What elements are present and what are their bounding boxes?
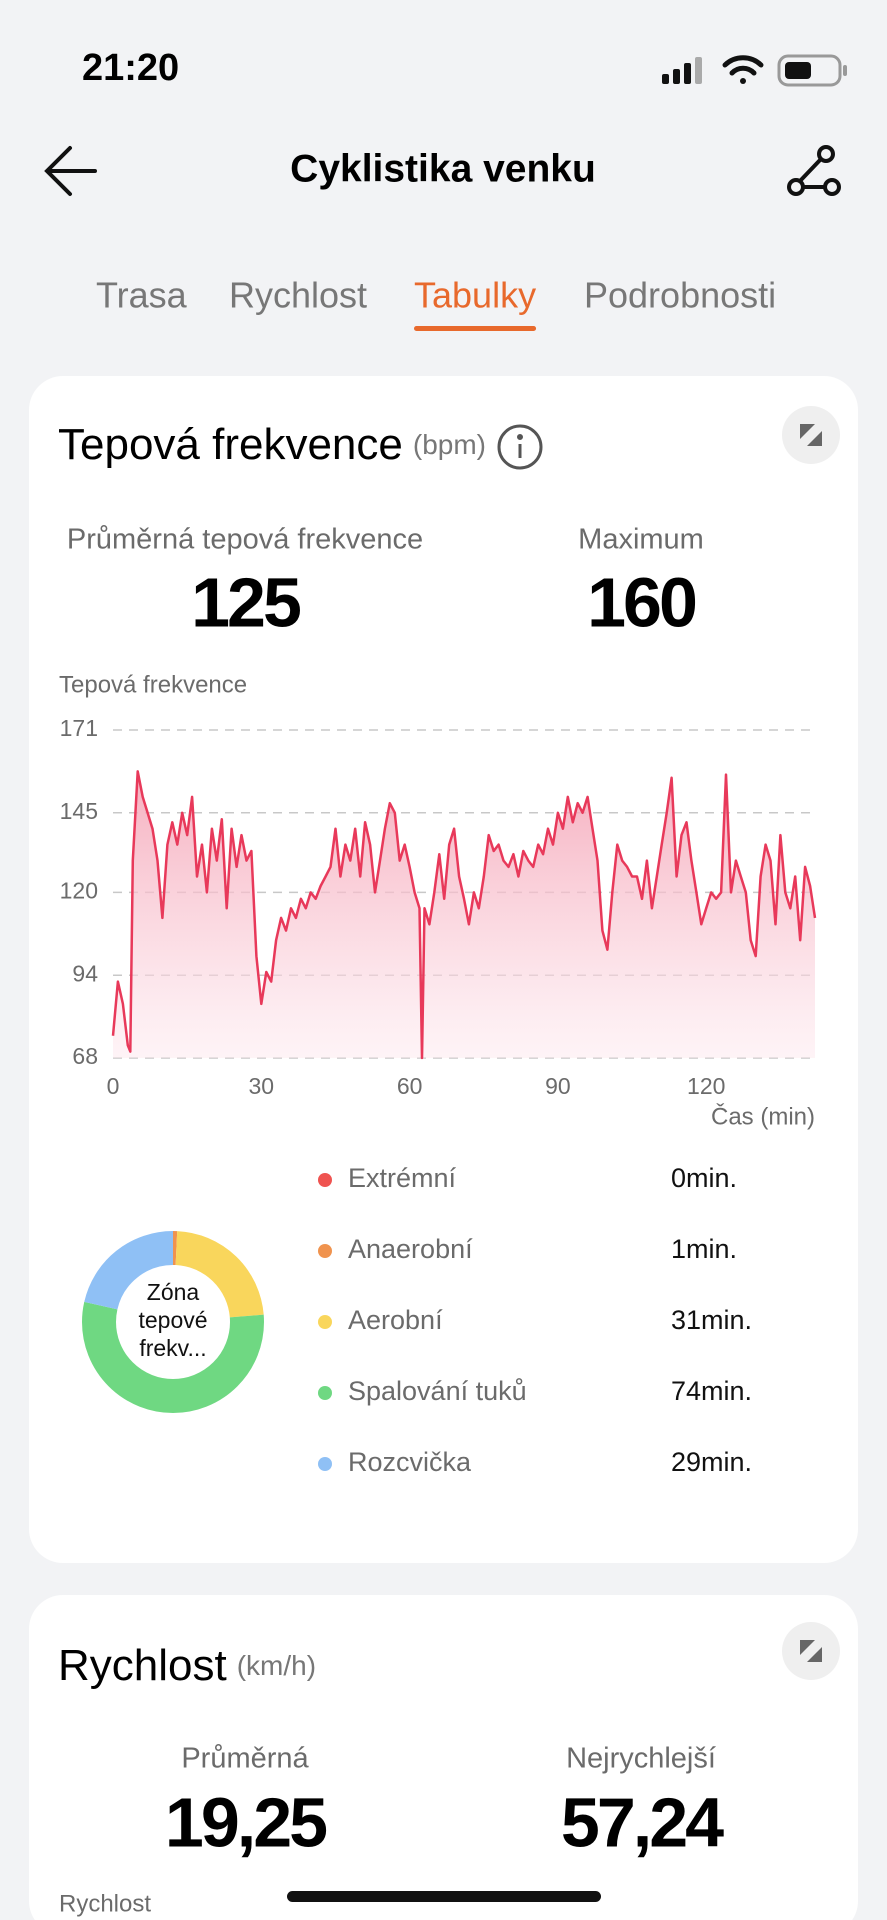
title: Tepová frekvence	[58, 420, 403, 469]
y-tick-label: 145	[60, 798, 98, 824]
stat-value: 125	[191, 563, 300, 641]
stat-value: 57,24	[561, 1783, 724, 1861]
unit: (bpm)	[413, 429, 486, 460]
legend-label: Aerobní	[348, 1305, 443, 1335]
donut-segment	[82, 1231, 264, 1413]
legend-dot	[318, 1315, 332, 1329]
wifi	[722, 55, 764, 84]
legend-value: 0min.	[671, 1163, 737, 1193]
battery	[777, 54, 847, 87]
y-tick-label: 120	[60, 877, 98, 903]
speed-card	[29, 1595, 858, 1920]
title: Rychlost	[58, 1641, 227, 1690]
back-button[interactable]	[44, 146, 97, 196]
legend-value: 29min.	[671, 1447, 752, 1477]
legend-value: 74min.	[671, 1376, 752, 1406]
y-tick-label: 68	[72, 1043, 98, 1069]
clock: 21:20	[82, 47, 179, 89]
legend-label: Extrémní	[348, 1163, 457, 1193]
legend-dot	[318, 1386, 332, 1400]
header-title: Cyklistika venku	[290, 147, 596, 190]
tab[interactable]: Rychlost	[229, 275, 367, 316]
legend-label: Rozcvička	[348, 1447, 472, 1477]
unit: (km/h)	[237, 1650, 316, 1681]
tab[interactable]: Trasa	[96, 275, 188, 316]
tab[interactable]: Podrobnosti	[584, 275, 776, 316]
expand-button[interactable]	[782, 406, 840, 464]
y-tick-label: 171	[60, 715, 98, 741]
legend-dot	[318, 1173, 332, 1187]
x-tick-label: 30	[249, 1073, 275, 1099]
legend-value: 31min.	[671, 1305, 752, 1335]
x-tick-label: 0	[107, 1073, 120, 1099]
x-axis-label: Čas (min)	[711, 1102, 815, 1130]
chart-label: Rychlost	[59, 1890, 151, 1917]
stat-value: 19,25	[165, 1783, 326, 1861]
y-tick-label: 94	[72, 960, 98, 986]
area	[113, 771, 815, 1058]
donut-center-label: frekv...	[139, 1335, 206, 1361]
donut-center-label: tepové	[138, 1307, 207, 1333]
x-tick-label: 60	[397, 1073, 423, 1099]
y-axis-label: Tepová frekvence	[59, 671, 247, 698]
tab[interactable]: Tabulky	[414, 275, 536, 316]
legend-label: Anaerobní	[348, 1234, 473, 1264]
stat-value: 160	[587, 563, 696, 641]
legend-value: 1min.	[671, 1234, 737, 1264]
info-icon[interactable]	[497, 424, 543, 470]
home-indicator	[287, 1891, 601, 1902]
tab-underline	[414, 326, 537, 331]
donut-center-label: Zóna	[147, 1279, 200, 1305]
donut-segment	[82, 1231, 264, 1413]
signal	[662, 57, 702, 84]
card-title: Rychlost (km/h)	[58, 1641, 316, 1690]
legend-label: Spalování tuků	[348, 1376, 527, 1406]
legend-dot	[318, 1244, 332, 1258]
stat-label: Nejrychlejší	[566, 1743, 716, 1775]
heart-rate-line	[111, 770, 817, 1060]
card-title: Tepová frekvence (bpm)	[58, 420, 486, 469]
stat-label: Průměrná tepová frekvence	[67, 524, 423, 556]
expand-button[interactable]	[782, 1622, 840, 1680]
route-button[interactable]	[787, 145, 841, 196]
x-tick-label: 90	[545, 1073, 571, 1099]
legend-dot	[318, 1457, 332, 1471]
x-tick-label: 120	[687, 1073, 725, 1099]
stat-label: Průměrná	[181, 1743, 309, 1775]
stat-label: Maximum	[578, 524, 704, 556]
